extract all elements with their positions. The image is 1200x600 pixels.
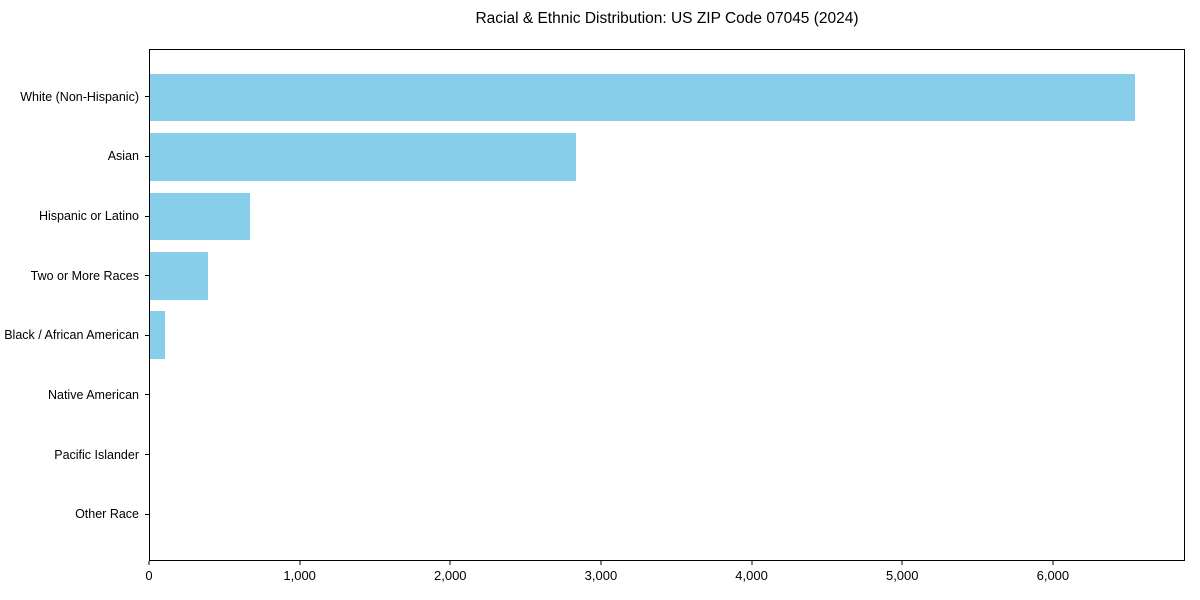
y-axis-labels: White (Non-Hispanic) Asian Hispanic or Lat… bbox=[0, 49, 149, 561]
bar bbox=[150, 252, 208, 300]
y-tick-label: White (Non-Hispanic) bbox=[20, 89, 139, 104]
y-tick-mark bbox=[145, 513, 149, 515]
x-tick-mark bbox=[449, 561, 451, 565]
bar bbox=[150, 311, 166, 359]
bar bbox=[150, 133, 577, 181]
bar-row bbox=[150, 365, 1184, 424]
y-tick-label: Two or More Races bbox=[30, 268, 139, 283]
y-label-row: Asian bbox=[0, 127, 149, 187]
y-label-row: Black / African American bbox=[0, 306, 149, 366]
y-label-row: Hispanic or Latino bbox=[0, 186, 149, 246]
x-tick-label: 3,000 bbox=[584, 568, 618, 583]
x-tick-mark bbox=[299, 561, 301, 565]
x-tick-label: 1,000 bbox=[283, 568, 316, 583]
y-label-row: Two or More Races bbox=[0, 246, 149, 306]
y-tick-label: Asian bbox=[107, 149, 139, 164]
x-tick-label: 2,000 bbox=[434, 568, 467, 583]
plot-area bbox=[149, 49, 1185, 561]
bar-rows bbox=[150, 50, 1184, 560]
bar bbox=[150, 192, 250, 241]
chart-title: Racial & Ethnic Distribution: US ZIP Cod… bbox=[475, 10, 859, 27]
x-tick-label: 5,000 bbox=[885, 568, 919, 583]
y-tick-label: Hispanic or Latino bbox=[38, 209, 139, 224]
y-tick-mark bbox=[145, 454, 149, 456]
y-label-row: Pacific Islander bbox=[0, 425, 149, 485]
x-tick-mark bbox=[1052, 561, 1054, 565]
y-tick-label: Black / African American bbox=[4, 328, 139, 343]
bar-row bbox=[150, 484, 1184, 543]
y-tick-mark bbox=[145, 394, 149, 396]
y-tick-mark bbox=[145, 215, 149, 217]
x-tick-label: 4,000 bbox=[735, 568, 768, 583]
bar-row bbox=[150, 424, 1184, 483]
y-tick-mark bbox=[145, 155, 149, 157]
bar-row bbox=[150, 68, 1184, 127]
x-tick-mark bbox=[600, 561, 602, 565]
x-tick-label: 0 bbox=[145, 568, 153, 583]
bar-row bbox=[150, 246, 1184, 305]
x-tick-mark bbox=[751, 561, 753, 565]
x-tick-mark bbox=[901, 561, 903, 565]
bar bbox=[150, 73, 1135, 122]
bar-row bbox=[150, 306, 1184, 365]
bar-row bbox=[150, 127, 1184, 186]
y-label-row: Other Race bbox=[0, 484, 149, 544]
x-tick-label: 6,000 bbox=[1036, 568, 1070, 583]
x-tick-mark bbox=[148, 561, 150, 565]
y-tick-mark bbox=[145, 334, 149, 336]
y-label-row: Native American bbox=[0, 365, 149, 425]
bar-row bbox=[150, 187, 1184, 246]
y-tick-label: Other Race bbox=[75, 507, 139, 522]
y-tick-label: Pacific Islander bbox=[54, 447, 139, 462]
y-tick-mark bbox=[145, 96, 149, 98]
y-label-row: White (Non-Hispanic) bbox=[0, 67, 149, 127]
x-axis: 0 1,000 2,000 3,000 4,000 5,000 6,000 bbox=[145, 561, 1185, 591]
y-tick-label: Native American bbox=[47, 387, 139, 402]
y-tick-mark bbox=[145, 275, 149, 277]
